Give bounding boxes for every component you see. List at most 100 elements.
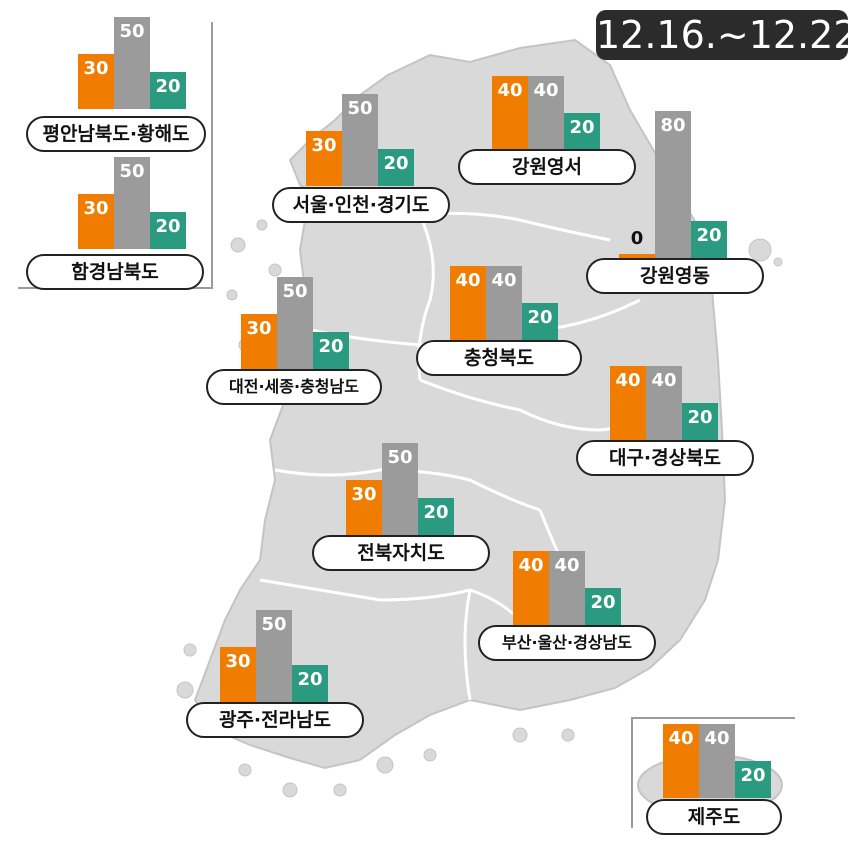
region-daegu: 40 40 20 대구·경상북도 xyxy=(576,340,756,485)
bar-daegu-s3: 20 xyxy=(682,403,718,440)
region-jeju: 40 40 20 제주도 xyxy=(646,700,786,840)
island xyxy=(748,238,772,262)
region-label: 강원영동 xyxy=(586,258,764,294)
bar-value-label: 40 xyxy=(491,270,517,292)
bar-value-label: 50 xyxy=(119,21,145,42)
bar-gwangju-s1: 30 xyxy=(220,646,256,702)
bar-value-label: 40 xyxy=(704,728,730,750)
bar-gwangju-s3: 20 xyxy=(292,665,328,702)
bar-value-label: 40 xyxy=(518,555,544,577)
bar-value-label: 50 xyxy=(261,614,287,635)
province-border xyxy=(463,589,472,701)
region-seoul: 30 50 20 서울·인천·경기도 xyxy=(272,60,452,230)
region-hamgyeong: 30 50 20 함경남북도 xyxy=(26,150,206,290)
jeju-inset-frame xyxy=(631,717,795,828)
island xyxy=(376,756,394,774)
bar-jeonbuk-s1: 30 xyxy=(346,479,382,535)
region-pyeongan: 30 50 20 평안남북도·황해도 xyxy=(26,15,206,155)
bar-value-label: 50 xyxy=(387,447,413,468)
bar-daejeon-s2: 50 xyxy=(277,277,313,369)
region-label: 평안남북도·황해도 xyxy=(26,116,206,152)
bar-jeju-s3: 20 xyxy=(735,761,771,798)
bar-value-label: 50 xyxy=(347,98,373,119)
bar-value-label: 20 xyxy=(297,669,323,691)
island xyxy=(176,681,194,699)
region-label: 강원영서 xyxy=(458,149,636,185)
island xyxy=(512,727,528,743)
bar-value-label: 40 xyxy=(668,728,694,750)
region-label: 서울·인천·경기도 xyxy=(272,187,450,223)
bar-busan-s2: 40 xyxy=(549,551,585,625)
island xyxy=(256,219,268,231)
region-label: 대전·세종·충청남도 xyxy=(206,369,382,405)
region-label: 부산·울산·경상남도 xyxy=(478,625,656,661)
bar-yeongseo-s2: 40 xyxy=(528,76,564,150)
bar-value-label: 50 xyxy=(119,161,145,182)
province-border xyxy=(259,578,522,622)
bar-pyeongan-s2: 50 xyxy=(114,17,150,109)
island xyxy=(238,763,252,777)
region-daejeon: 30 50 20 대전·세종·충청남도 xyxy=(206,250,386,410)
region-yeongseo: 40 40 20 강원영서 xyxy=(458,48,638,188)
bar-gwangju-s2: 50 xyxy=(256,610,292,702)
bar-chungbuk-s1: 40 xyxy=(450,266,486,340)
bar-pyeongan-s1: 30 xyxy=(78,53,114,109)
bar-value-label: 40 xyxy=(615,370,641,392)
island xyxy=(183,643,197,657)
bar-value-label: 40 xyxy=(455,270,481,292)
region-label: 함경남북도 xyxy=(26,254,204,290)
bar-daegu-s2: 40 xyxy=(646,366,682,440)
bar-value-label: 20 xyxy=(318,336,344,358)
bar-value-label: 20 xyxy=(569,117,595,139)
bar-pyeongan-s3: 20 xyxy=(150,72,186,109)
province-border xyxy=(274,468,541,512)
island xyxy=(423,748,437,762)
bar-busan-s1: 40 xyxy=(513,551,549,625)
period-badge: 12.16.~12.22. xyxy=(596,10,858,60)
bar-value-label: 40 xyxy=(533,80,559,102)
bar-seoul-s1: 30 xyxy=(306,130,342,186)
bar-value-label: 20 xyxy=(423,502,449,524)
bar-chungbuk-s3: 20 xyxy=(522,303,558,340)
bar-value-label: 30 xyxy=(351,483,377,505)
bar-jeju-s1: 40 xyxy=(663,724,699,798)
bar-yeongseo-s3: 20 xyxy=(564,113,600,150)
island xyxy=(268,263,282,277)
bar-value-label: 30 xyxy=(246,317,272,339)
region-chungbuk: 40 40 20 충청북도 xyxy=(416,240,586,380)
region-label: 전북자치도 xyxy=(312,535,490,571)
bar-hamgyeong-s1: 30 xyxy=(78,193,114,249)
region-gwangju: 30 50 20 광주·전라남도 xyxy=(186,580,366,745)
region-label: 광주·전라남도 xyxy=(186,702,364,738)
bar-jeonbuk-s2: 50 xyxy=(382,443,418,535)
bar-value-label: 20 xyxy=(155,76,181,98)
island xyxy=(230,237,246,253)
bar-value-label: 20 xyxy=(696,225,722,247)
bar-seoul-s3: 20 xyxy=(378,149,414,186)
bar-value-label: 20 xyxy=(527,307,553,329)
bar-value-label: 20 xyxy=(740,765,766,787)
bar-value-label: 30 xyxy=(225,650,251,672)
bar-value-label: 40 xyxy=(651,370,677,392)
bar-seoul-s2: 50 xyxy=(342,94,378,186)
bar-value-label: 0 xyxy=(630,228,644,249)
bar-daejeon-s1: 30 xyxy=(241,313,277,369)
bar-value-label: 20 xyxy=(155,216,181,238)
island xyxy=(226,289,238,301)
bar-yeongdong-s1: 0 xyxy=(619,228,655,258)
region-label: 충청북도 xyxy=(416,340,582,376)
bar-busan-s3: 20 xyxy=(585,588,621,625)
bar-chungbuk-s2: 40 xyxy=(486,266,522,340)
island xyxy=(333,783,347,797)
bar-value-label: 50 xyxy=(282,281,308,302)
bar-jeonbuk-s3: 20 xyxy=(418,498,454,535)
bar-yeongdong-s3: 20 xyxy=(691,221,727,258)
bar-value-label: 80 xyxy=(660,114,686,136)
bar-daejeon-s3: 20 xyxy=(313,332,349,369)
island xyxy=(773,257,783,267)
bar-value-label: 20 xyxy=(590,592,616,614)
bar-yeongseo-s1: 40 xyxy=(492,76,528,150)
region-label: 제주도 xyxy=(646,799,782,835)
region-busan: 40 40 20 부산·울산·경상남도 xyxy=(478,530,658,670)
